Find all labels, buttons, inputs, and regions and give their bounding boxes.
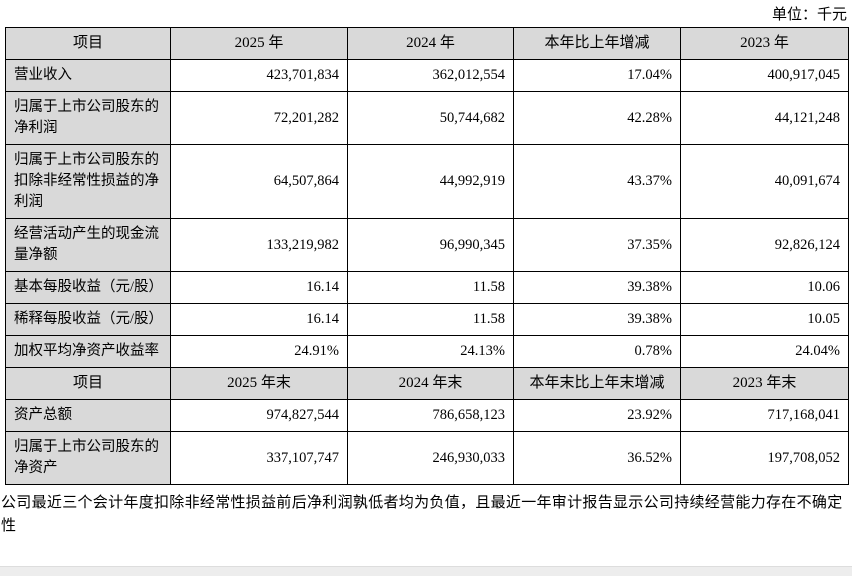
table-row: 资产总额 974,827,544 786,658,123 23.92% 717,168,… bbox=[5, 399, 849, 432]
column-header-period: 2025 年末 bbox=[170, 367, 348, 400]
value-cell: 362,012,554 bbox=[347, 59, 514, 92]
key-financials-table: 项目 2025 年 2024 年本年比上年增减 2023 年营业收入 423,701,8… bbox=[5, 27, 849, 485]
value-cell: 24.04% bbox=[680, 335, 849, 368]
table-row: 归属于上市公司股东的净资产 337,107,747 246,930,033 36.52… bbox=[5, 431, 849, 485]
value-cell: 11.58 bbox=[347, 303, 514, 336]
row-label-cell: 归属于上市公司股东的净利润 bbox=[5, 91, 171, 145]
value-cell: 16.14 bbox=[170, 303, 348, 336]
table-row: 基本每股收益（元/股） 16.14 11.58 39.38% 10.06 bbox=[5, 271, 849, 304]
value-cell: 23.92% bbox=[513, 399, 681, 432]
value-cell: 717,168,041 bbox=[680, 399, 849, 432]
value-cell: 40,091,674 bbox=[680, 144, 849, 219]
value-cell: 72,201,282 bbox=[170, 91, 348, 145]
column-header-item: 项目 bbox=[5, 367, 171, 400]
column-header-period: 2023 年 bbox=[680, 27, 849, 60]
value-cell: 36.52% bbox=[513, 431, 681, 485]
value-cell: 0.78% bbox=[513, 335, 681, 368]
value-cell: 197,708,052 bbox=[680, 431, 849, 485]
value-cell: 42.28% bbox=[513, 91, 681, 145]
value-cell: 17.04% bbox=[513, 59, 681, 92]
column-header-period: 本年比上年增减 bbox=[513, 27, 681, 60]
row-label-cell: 资产总额 bbox=[5, 399, 171, 432]
going-concern-note: 公司最近三个会计年度扣除非经常性损益前后净利润孰低者均为负值，且最近一年审计报告… bbox=[1, 495, 843, 534]
value-cell: 39.38% bbox=[513, 303, 681, 336]
column-header-item: 项目 bbox=[5, 27, 171, 60]
column-header-period: 2025 年 bbox=[170, 27, 348, 60]
value-cell: 24.91% bbox=[170, 335, 348, 368]
value-cell: 64,507,864 bbox=[170, 144, 348, 219]
value-cell: 37.35% bbox=[513, 218, 681, 272]
row-label-cell: 归属于上市公司股东的净资产 bbox=[5, 431, 171, 485]
value-cell: 39.38% bbox=[513, 271, 681, 304]
column-header-period: 2024 年末 bbox=[347, 367, 514, 400]
row-label-cell: 稀释每股收益（元/股） bbox=[5, 303, 171, 336]
table-row: 经营活动产生的现金流量净额 133,219,982 96,990,345 37.35%… bbox=[5, 218, 849, 272]
table-row: 营业收入 423,701,834 362,012,554 17.04% 400,917,… bbox=[5, 59, 849, 92]
value-cell: 786,658,123 bbox=[347, 399, 514, 432]
header-row: 项目 2025 年 2024 年本年比上年增减 2023 年 bbox=[5, 27, 849, 60]
value-cell: 974,827,544 bbox=[170, 399, 348, 432]
value-cell: 337,107,747 bbox=[170, 431, 348, 485]
value-cell: 16.14 bbox=[170, 271, 348, 304]
value-cell: 400,917,045 bbox=[680, 59, 849, 92]
value-cell: 44,121,248 bbox=[680, 91, 849, 145]
row-label-cell: 经营活动产生的现金流量净额 bbox=[5, 218, 171, 272]
row-label-cell: 营业收入 bbox=[5, 59, 171, 92]
header-row: 项目 2025 年末 2024 年末 本年末比上年末增减 2023 年末 bbox=[5, 367, 849, 400]
table-row: 加权平均净资产收益率 24.91% 24.13% 0.78% 24.04% bbox=[5, 335, 849, 368]
row-label-cell: 加权平均净资产收益率 bbox=[5, 335, 171, 368]
value-cell: 11.58 bbox=[347, 271, 514, 304]
page-bottom-edge bbox=[0, 566, 852, 576]
table-row: 稀释每股收益（元/股） 16.14 11.58 39.38% 10.05 bbox=[5, 303, 849, 336]
value-cell: 10.05 bbox=[680, 303, 849, 336]
value-cell: 246,930,033 bbox=[347, 431, 514, 485]
value-cell: 96,990,345 bbox=[347, 218, 514, 272]
table-row: 归属于上市公司股东的净利润 72,201,282 50,744,682 42.28% 4… bbox=[5, 91, 849, 145]
value-cell: 50,744,682 bbox=[347, 91, 514, 145]
value-cell: 423,701,834 bbox=[170, 59, 348, 92]
value-cell: 92,826,124 bbox=[680, 218, 849, 272]
table-row: 归属于上市公司股东的扣除非经常性损益的净利润 64,507,864 44,992,9… bbox=[5, 144, 849, 219]
financial-table-body: 项目 2025 年 2024 年本年比上年增减 2023 年营业收入 423,701,8… bbox=[5, 27, 849, 485]
value-cell: 133,219,982 bbox=[170, 218, 348, 272]
column-header-period: 本年末比上年末增减 bbox=[513, 367, 681, 400]
column-header-period: 2024 年 bbox=[347, 27, 514, 60]
value-cell: 44,992,919 bbox=[347, 144, 514, 219]
value-cell: 24.13% bbox=[347, 335, 514, 368]
row-label-cell: 基本每股收益（元/股） bbox=[5, 271, 171, 304]
value-cell: 43.37% bbox=[513, 144, 681, 219]
row-label-cell: 归属于上市公司股东的扣除非经常性损益的净利润 bbox=[5, 144, 171, 219]
value-cell: 10.06 bbox=[680, 271, 849, 304]
column-header-period: 2023 年末 bbox=[680, 367, 849, 400]
unit-label: 单位：千元 bbox=[771, 7, 847, 23]
